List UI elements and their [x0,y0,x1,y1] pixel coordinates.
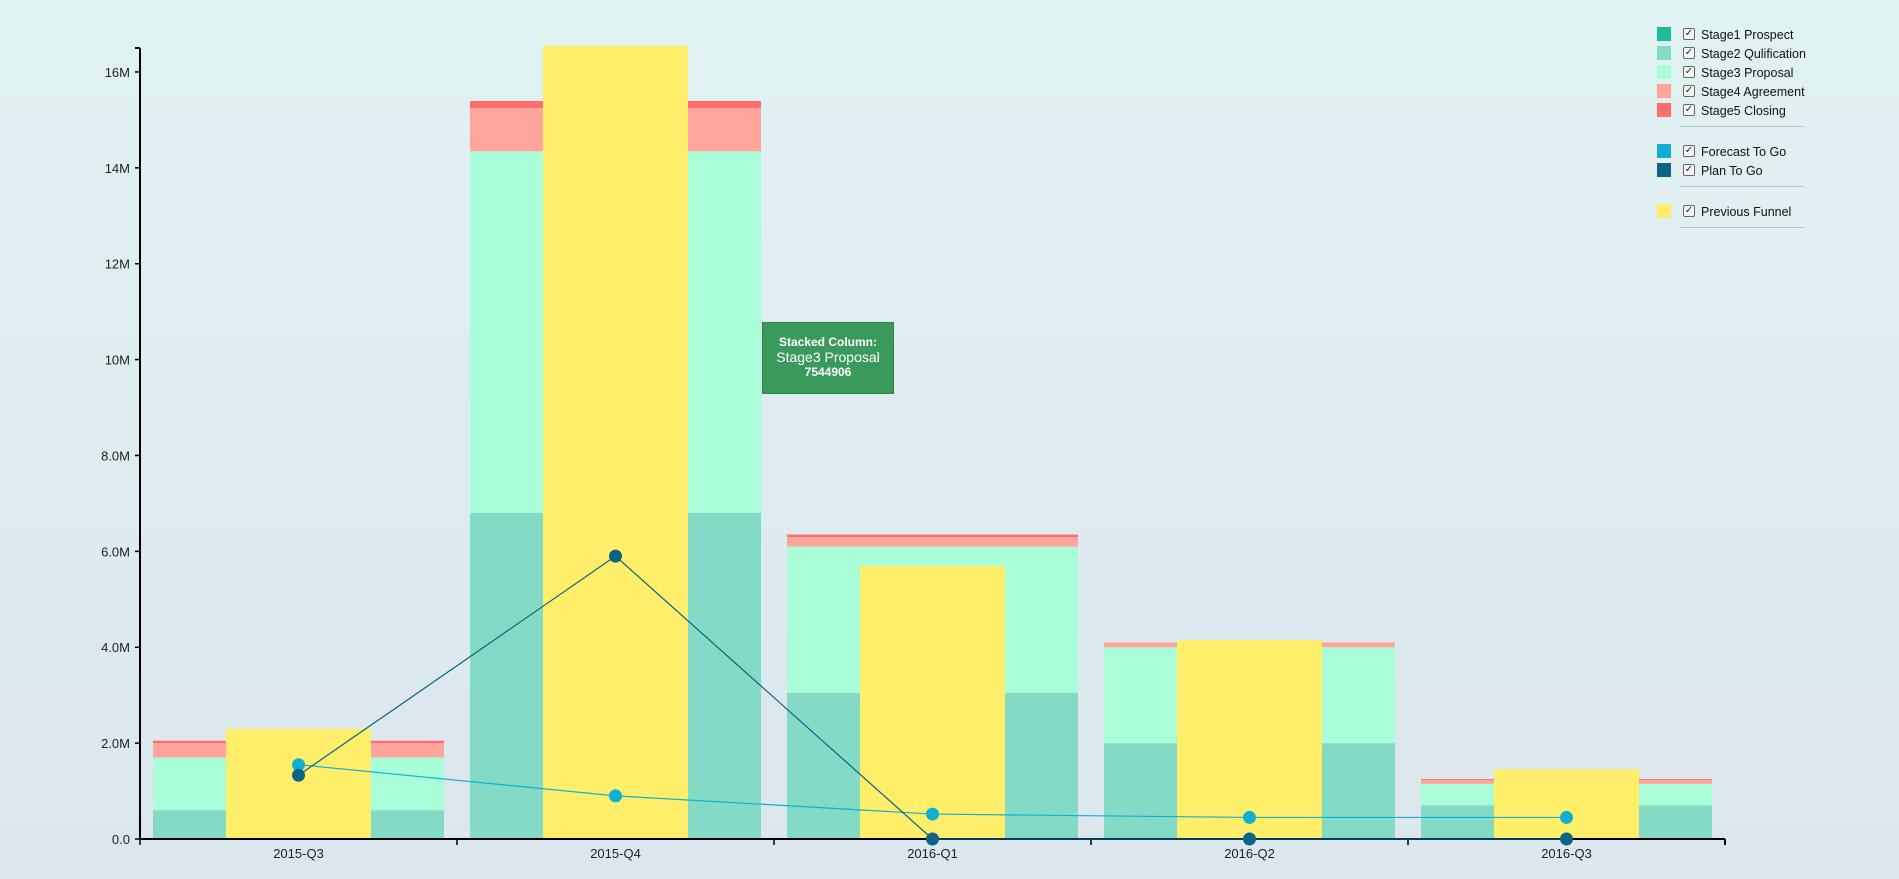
y-tick-label: 6.0M [101,544,130,559]
legend-item[interactable]: ✓ Stage2 Qulification [1655,45,1806,64]
x-tick-label: 2016-Q2 [1224,846,1275,861]
x-tick-label: 2016-Q3 [1541,846,1592,861]
tooltip-series: Stage3 Proposal [776,349,880,365]
previous-funnel-bar [543,45,688,840]
legend-checkbox[interactable]: ✓ [1683,104,1695,116]
legend-swatch [1657,27,1671,41]
legend-checkbox[interactable]: ✓ [1683,28,1695,40]
y-tick-label: 16M [105,65,130,80]
previous-funnel-bar [1177,640,1322,839]
legend-item[interactable]: ✓ Plan To Go [1655,162,1805,181]
previous-funnel-bar [860,565,1005,839]
series-point [1560,810,1573,824]
legend-divider [1680,126,1805,127]
series-point [926,807,939,821]
legend-label: Plan To Go [1701,164,1763,178]
legend-checkbox[interactable]: ✓ [1683,47,1695,59]
legend-item[interactable]: ✓ Stage1 Prospect [1655,26,1805,45]
stacked-bar [787,536,1078,547]
chart-tooltip: Stacked Column: Stage3 Proposal 7544906 [762,322,894,394]
y-tick-label: 8.0M [101,448,130,463]
legend: ✓ Stage1 Prospect ✓ Stage2 Qulification ✓ Sta… [1655,26,1806,244]
legend-label: Stage4 Agreement [1701,85,1805,99]
legend-swatch [1657,65,1671,79]
series-point [1243,832,1256,846]
legend-checkbox[interactable]: ✓ [1683,205,1695,217]
stacked-bar [787,534,1078,537]
legend-label: Forecast To Go [1701,145,1787,159]
legend-swatch [1657,144,1671,158]
tooltip-value: 7544906 [804,365,852,379]
legend-item[interactable]: ✓ Stage4 Agreement [1655,83,1805,102]
legend-checkbox[interactable]: ✓ [1683,164,1695,176]
legend-checkbox[interactable]: ✓ [1683,66,1695,78]
legend-checkbox[interactable]: ✓ [1683,85,1695,97]
legend-item[interactable]: ✓ Stage3 Proposal [1655,64,1805,83]
series-point [926,832,939,846]
previous-funnel-bar [1494,769,1639,839]
y-tick-label: 2.0M [101,736,130,751]
y-tick-label: 12M [105,257,130,272]
tooltip-title: Stacked Column: [778,335,877,349]
legend-divider [1680,227,1805,228]
previous-funnel-bar [226,728,371,839]
y-tick-label: 14M [105,161,130,176]
x-tick-label: 2015-Q3 [273,846,324,861]
series-point [1243,810,1256,824]
y-tick-label: 0.0 [112,832,130,847]
x-tick-label: 2016-Q1 [907,846,958,861]
legend-item[interactable]: ✓ Previous Funnel [1655,203,1805,222]
series-point [1560,832,1573,846]
legend-label: Stage5 Closing [1701,104,1786,118]
legend-swatch [1657,163,1671,177]
y-tick-label: 10M [105,353,130,368]
legend-divider [1680,186,1805,187]
legend-item[interactable]: ✓ Forecast To Go [1655,143,1805,162]
legend-swatch [1657,84,1671,98]
legend-label: Stage3 Proposal [1701,66,1794,80]
series-point [609,789,622,803]
legend-swatch [1657,204,1671,218]
legend-swatch [1657,46,1671,60]
series-point [609,549,622,563]
y-tick-label: 4.0M [101,640,130,655]
legend-label: Previous Funnel [1701,205,1792,219]
series-point [292,758,305,772]
legend-item[interactable]: ✓ Stage5 Closing [1655,102,1805,121]
x-tick-label: 2015-Q4 [590,846,641,861]
legend-checkbox[interactable]: ✓ [1683,145,1695,157]
legend-label: Stage1 Prospect [1701,28,1794,42]
series-point [292,768,305,782]
legend-swatch [1657,103,1671,117]
legend-label: Stage2 Qulification [1701,47,1806,61]
